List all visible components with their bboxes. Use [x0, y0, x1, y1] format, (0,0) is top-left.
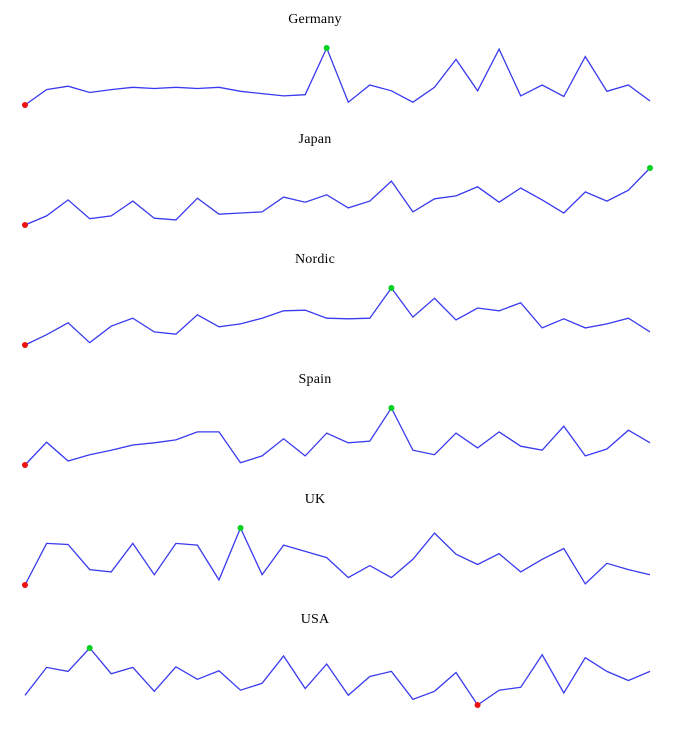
line-series: [24, 526, 651, 586]
min-marker: [22, 222, 28, 228]
chart-title-spain: Spain: [298, 372, 332, 387]
line-series: [24, 46, 651, 106]
chart-title-uk: UK: [304, 492, 326, 507]
chart-title-germany: Germany: [288, 12, 342, 27]
line-chart-germany: [22, 45, 651, 108]
line-series: [24, 286, 651, 346]
line-chart-uk: [22, 525, 651, 588]
chart-title-nordic: Nordic: [294, 252, 336, 267]
line-series: [24, 406, 651, 466]
line-series: [24, 647, 651, 706]
min-marker: [22, 102, 28, 108]
min-marker: [22, 342, 28, 348]
max-marker: [86, 645, 93, 651]
chart-panel-uk: UK: [0, 480, 676, 600]
chart-panel-nordic: Nordic: [0, 240, 676, 360]
max-marker: [388, 405, 395, 411]
max-marker: [323, 45, 330, 51]
chart-panel-germany: Germany: [0, 0, 676, 120]
max-marker: [237, 525, 244, 531]
line-chart-usa: [24, 645, 651, 708]
min-marker: [474, 702, 481, 708]
max-marker: [388, 285, 395, 291]
line-series: [24, 167, 651, 226]
chart-panel-spain: Spain: [0, 360, 676, 480]
line-chart-nordic: [22, 285, 651, 348]
chart-title-usa: USA: [300, 612, 330, 627]
max-marker: [647, 165, 653, 171]
min-marker: [22, 582, 28, 588]
chart-panel-usa: USA: [0, 600, 676, 720]
chart-title-japan: Japan: [298, 132, 332, 147]
chart-panel-japan: Japan: [0, 120, 676, 240]
min-marker: [22, 462, 28, 468]
line-chart-spain: [22, 405, 651, 468]
line-chart-japan: [22, 165, 653, 228]
